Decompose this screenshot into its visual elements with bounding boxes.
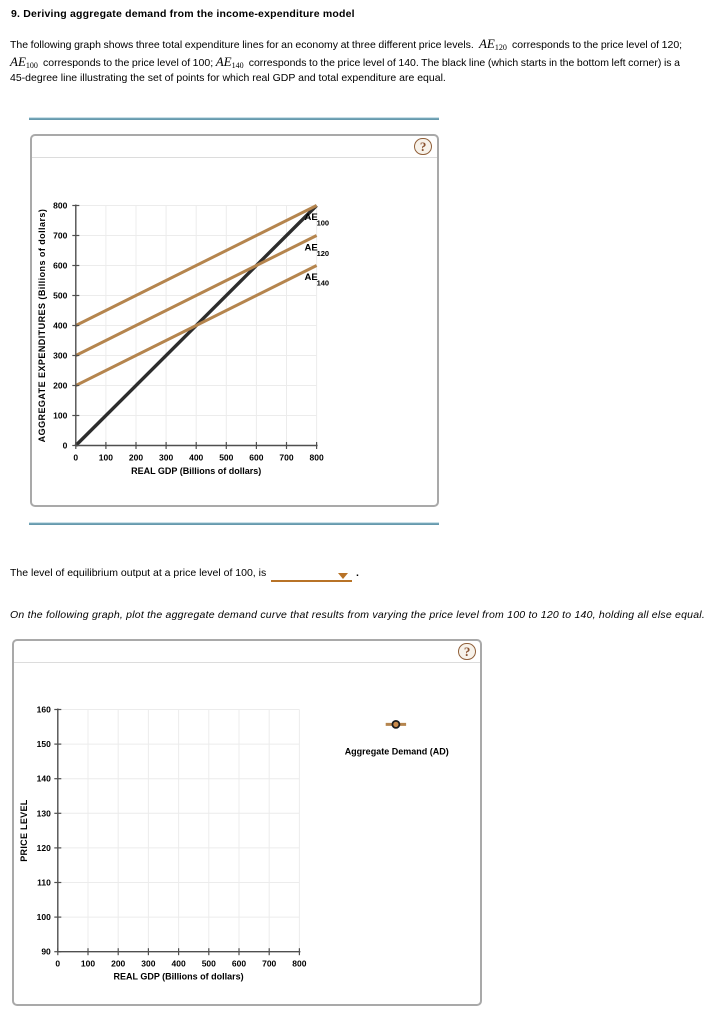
- svg-text:500: 500: [202, 959, 216, 969]
- svg-text:800: 800: [53, 201, 67, 211]
- svg-text:600: 600: [53, 261, 67, 271]
- svg-text:600: 600: [249, 453, 263, 463]
- svg-text:100: 100: [99, 453, 113, 463]
- svg-text:700: 700: [262, 959, 276, 969]
- svg-text:700: 700: [279, 453, 293, 463]
- svg-text:300: 300: [141, 959, 155, 969]
- svg-text:110: 110: [37, 878, 51, 888]
- svg-text:200: 200: [53, 381, 67, 391]
- svg-text:90: 90: [41, 947, 51, 957]
- svg-text:0: 0: [55, 959, 60, 969]
- svg-text:800: 800: [292, 959, 306, 969]
- svg-text:AGGREGATE EXPENDITURES (Billio: AGGREGATE EXPENDITURES (Billions of doll…: [37, 209, 47, 443]
- svg-text:Aggregate Demand (AD): Aggregate Demand (AD): [345, 746, 449, 756]
- svg-text:800: 800: [310, 453, 324, 463]
- svg-text:200: 200: [111, 959, 125, 969]
- svg-text:500: 500: [53, 291, 67, 301]
- svg-text:100: 100: [37, 912, 51, 922]
- svg-text:300: 300: [159, 453, 173, 463]
- svg-text:AE: AE: [305, 272, 318, 283]
- svg-text:100: 100: [53, 411, 67, 421]
- svg-text:120: 120: [317, 249, 330, 258]
- svg-text:0: 0: [73, 453, 78, 463]
- svg-text:AE: AE: [305, 212, 318, 223]
- svg-text:120: 120: [37, 843, 51, 853]
- svg-text:REAL GDP (Billions of dollars): REAL GDP (Billions of dollars): [131, 466, 261, 476]
- svg-text:600: 600: [232, 959, 246, 969]
- svg-text:400: 400: [53, 321, 67, 331]
- svg-text:400: 400: [189, 453, 203, 463]
- svg-text:AE: AE: [305, 242, 318, 253]
- svg-text:300: 300: [53, 351, 67, 361]
- svg-text:100: 100: [81, 959, 95, 969]
- svg-text:200: 200: [129, 453, 143, 463]
- svg-text:140: 140: [37, 774, 51, 784]
- svg-text:700: 700: [53, 231, 67, 241]
- svg-text:140: 140: [317, 279, 330, 288]
- svg-text:100: 100: [317, 218, 330, 227]
- svg-text:160: 160: [37, 705, 51, 715]
- svg-text:130: 130: [37, 808, 51, 818]
- svg-text:PRICE LEVEL: PRICE LEVEL: [19, 799, 29, 862]
- svg-text:REAL GDP (Billions of dollars): REAL GDP (Billions of dollars): [114, 972, 244, 982]
- svg-text:500: 500: [219, 453, 233, 463]
- svg-text:150: 150: [37, 739, 51, 749]
- svg-text:400: 400: [172, 959, 186, 969]
- svg-text:0: 0: [63, 441, 68, 451]
